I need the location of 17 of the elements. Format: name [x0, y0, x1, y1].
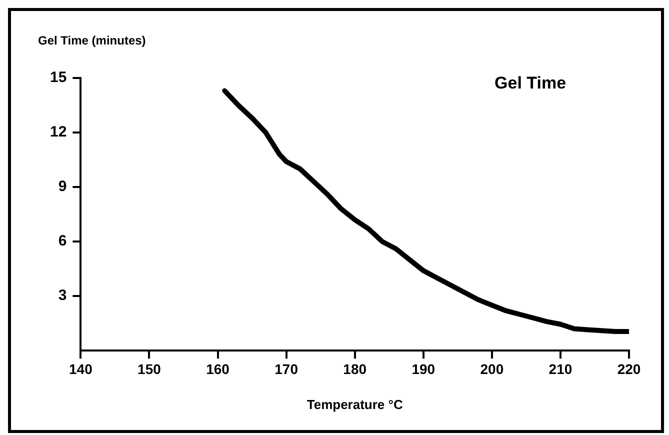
- x-tick-label: 200: [480, 360, 504, 377]
- x-tick-label: 150: [138, 360, 162, 377]
- chart-title: Gel Time: [494, 74, 566, 93]
- x-tick-label: 180: [343, 360, 367, 377]
- y-tick-label: 3: [58, 287, 67, 304]
- y-tick-label: 9: [58, 178, 67, 196]
- x-tick-label: 140: [69, 360, 93, 377]
- x-tick-label: 210: [548, 360, 572, 377]
- x-tick-label: 160: [206, 360, 230, 377]
- x-tick-label: 190: [412, 360, 436, 377]
- y-tick-label: 12: [50, 124, 67, 141]
- x-axis-title: Temperature °C: [306, 396, 404, 412]
- x-tick-label: 170: [274, 360, 298, 377]
- y-tick-label: 15: [50, 69, 67, 86]
- x-tick-label: 220: [617, 360, 641, 377]
- y-axis-title: Gel Time (minutes): [38, 33, 146, 48]
- y-tick-label: 6: [58, 232, 67, 250]
